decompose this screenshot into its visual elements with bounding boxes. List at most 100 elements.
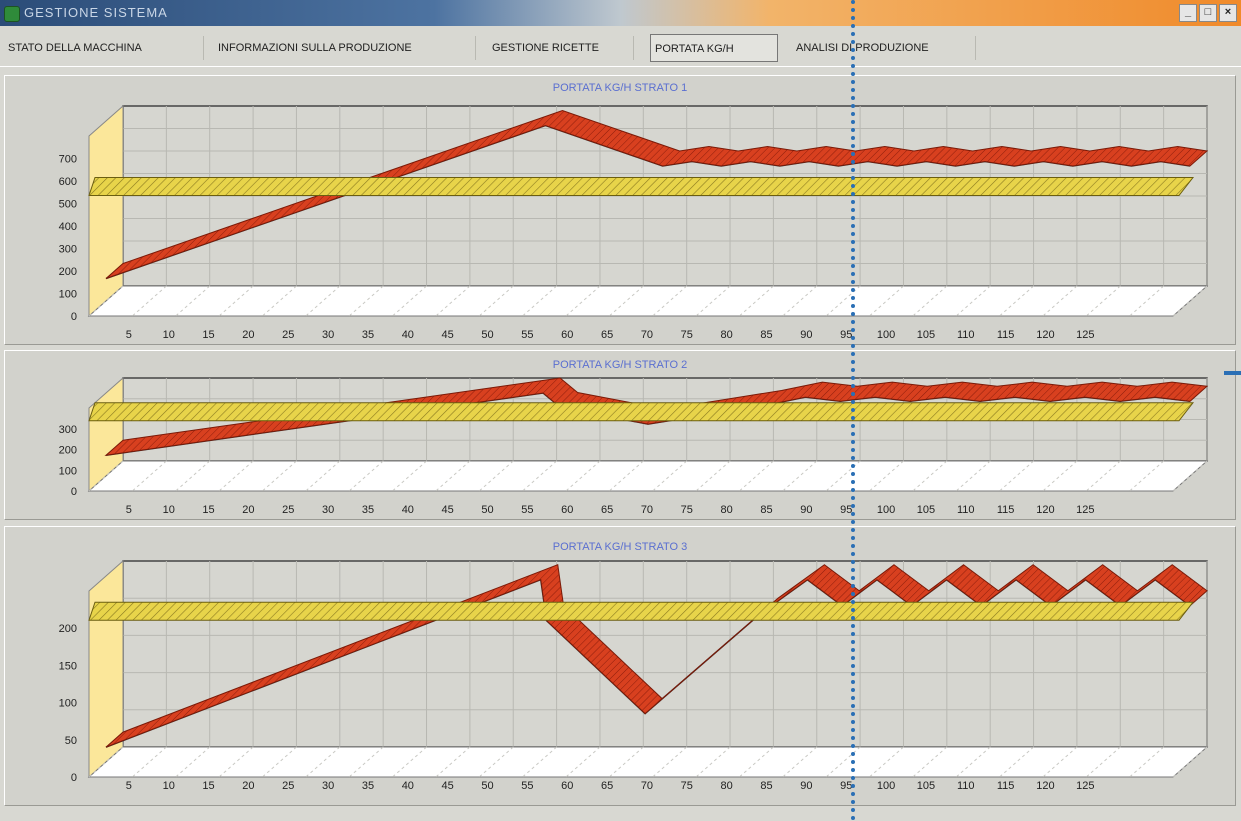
x-tick-label: 125: [1076, 504, 1094, 516]
x-tick-label: 10: [163, 329, 175, 341]
floor-grid-line: [132, 285, 167, 317]
tab-gestione-ricette[interactable]: GESTIONE RICETTE: [488, 36, 634, 60]
x-tick-label: 65: [601, 329, 613, 341]
floor-grid-line: [869, 746, 904, 778]
tab-stato-macchina[interactable]: STATO DELLA MACCHINA: [4, 36, 204, 60]
y-tick-label: 700: [59, 154, 77, 166]
x-tick-label: 100: [877, 780, 895, 792]
floor-grid-line: [1129, 285, 1164, 317]
x-tick-label: 115: [997, 780, 1015, 792]
floor-grid-line: [608, 285, 644, 317]
x-tick-label: 85: [760, 780, 772, 792]
x-tick-label: 35: [362, 780, 374, 792]
x-tick-label: 105: [917, 780, 935, 792]
floor-grid-line: [652, 285, 688, 317]
tab-divider: [0, 66, 1241, 67]
floor-grid-line: [652, 460, 688, 492]
floor-grid-line: [478, 285, 514, 317]
x-tick-label: 35: [362, 504, 374, 516]
floor-grid-line: [1172, 460, 1208, 492]
floor-grid-line: [435, 285, 471, 317]
close-button[interactable]: ×: [1219, 4, 1237, 22]
y-tick-label: 100: [59, 289, 77, 301]
x-tick-label: 90: [800, 504, 812, 516]
floor-grid-line: [348, 285, 384, 317]
setpoint-band: [88, 402, 1195, 422]
floor-grid-line: [1129, 460, 1164, 492]
floor-grid-line: [132, 746, 167, 778]
floor-grid-line: [739, 746, 774, 778]
series-ribbon: [105, 109, 1209, 279]
x-tick-label: 75: [681, 329, 693, 341]
floor-grid-line: [175, 460, 211, 492]
x-tick-label: 100: [877, 504, 895, 516]
floor-grid-line: [869, 460, 904, 492]
x-tick-label: 10: [163, 780, 175, 792]
x-tick-label: 25: [282, 329, 294, 341]
floor-grid-line: [88, 460, 124, 492]
back-wall: [122, 560, 1208, 748]
floor-grid-line: [88, 746, 124, 778]
floor-grid-line: [782, 285, 818, 317]
x-tick-label: 55: [521, 504, 533, 516]
blue-marker: [1224, 371, 1241, 375]
floor-grid-line: [1172, 285, 1208, 317]
y-tick-label: 400: [59, 221, 77, 233]
window-title: GESTIONE SISTEMA: [24, 5, 168, 20]
floor: [87, 460, 1209, 492]
x-tick-label: 15: [202, 504, 214, 516]
floor-grid-line: [435, 460, 471, 492]
x-tick-label: 50: [481, 780, 493, 792]
tab-analisi-produzione[interactable]: ANALISI DI PRODUZIONE: [792, 36, 976, 60]
tab-informazioni-produzione[interactable]: INFORMAZIONI SULLA PRODUZIONE: [214, 36, 476, 60]
left-wall: [88, 559, 124, 779]
floor-grid-line: [739, 285, 774, 317]
y-tick-label: 100: [59, 698, 77, 710]
x-tick-label: 60: [561, 780, 573, 792]
x-tick-label: 40: [402, 504, 414, 516]
floor-grid-line: [912, 746, 948, 778]
title-bar: GESTIONE SISTEMA _ □ ×: [0, 0, 1241, 26]
chart-panel-3: PORTATA KG/H STRATO 3 0 50 100 150 200 5 10 15 2…: [4, 526, 1236, 806]
minimize-button[interactable]: _: [1179, 4, 1197, 22]
y-tick-label: 0: [71, 772, 77, 784]
setpoint-band: [88, 177, 1195, 196]
floor-grid-line: [1172, 746, 1208, 778]
floor-grid-line: [782, 460, 818, 492]
dotted-guide-line: [851, 0, 855, 821]
x-tick-label: 90: [800, 329, 812, 341]
floor-grid-line: [999, 460, 1034, 492]
floor-grid-line: [955, 460, 991, 492]
floor-grid-line: [1129, 746, 1164, 778]
floor-grid-line: [1085, 460, 1121, 492]
y-tick-label: 0: [71, 486, 77, 498]
tab-bar: STATO DELLA MACCHINA INFORMAZIONI SULLA …: [0, 32, 1241, 66]
chart-title-2: PORTATA KG/H STRATO 2: [552, 359, 688, 371]
x-tick-label: 15: [202, 329, 214, 341]
y-tick-label: 50: [65, 735, 77, 747]
floor-grid-line: [652, 746, 688, 778]
left-wall: [88, 104, 124, 318]
tab-portata-kgh[interactable]: PORTATA KG/H: [650, 34, 778, 62]
x-tick-label: 95: [840, 329, 852, 341]
floor-grid-line: [1042, 285, 1078, 317]
chart-panel-1: PORTATA KG/H STRATO 1 0 100 200 300 400 500 60…: [4, 75, 1236, 345]
y-tick-label: 300: [59, 244, 77, 256]
floor-grid-line: [262, 746, 297, 778]
floor-grid-line: [1042, 460, 1078, 492]
maximize-button[interactable]: □: [1199, 4, 1217, 22]
x-tick-label: 80: [721, 329, 733, 341]
floor-grid-line: [565, 746, 601, 778]
x-tick-label: 30: [322, 329, 334, 341]
floor-grid-line: [88, 285, 124, 317]
chart-strato-2: 0 100 200 300 5 10 15 20 25 30 35 40 45 50 55 60 65 70 75 8…: [59, 376, 1209, 516]
x-tick-label: 85: [760, 504, 772, 516]
floor-grid-line: [522, 746, 557, 778]
floor-grid-line: [175, 746, 211, 778]
floor-grid-line: [695, 460, 731, 492]
x-tick-label: 105: [917, 329, 935, 341]
x-tick-label: 35: [362, 329, 374, 341]
x-tick-label: 65: [601, 780, 613, 792]
floor-grid-line: [955, 746, 991, 778]
floor-grid-line: [695, 746, 731, 778]
